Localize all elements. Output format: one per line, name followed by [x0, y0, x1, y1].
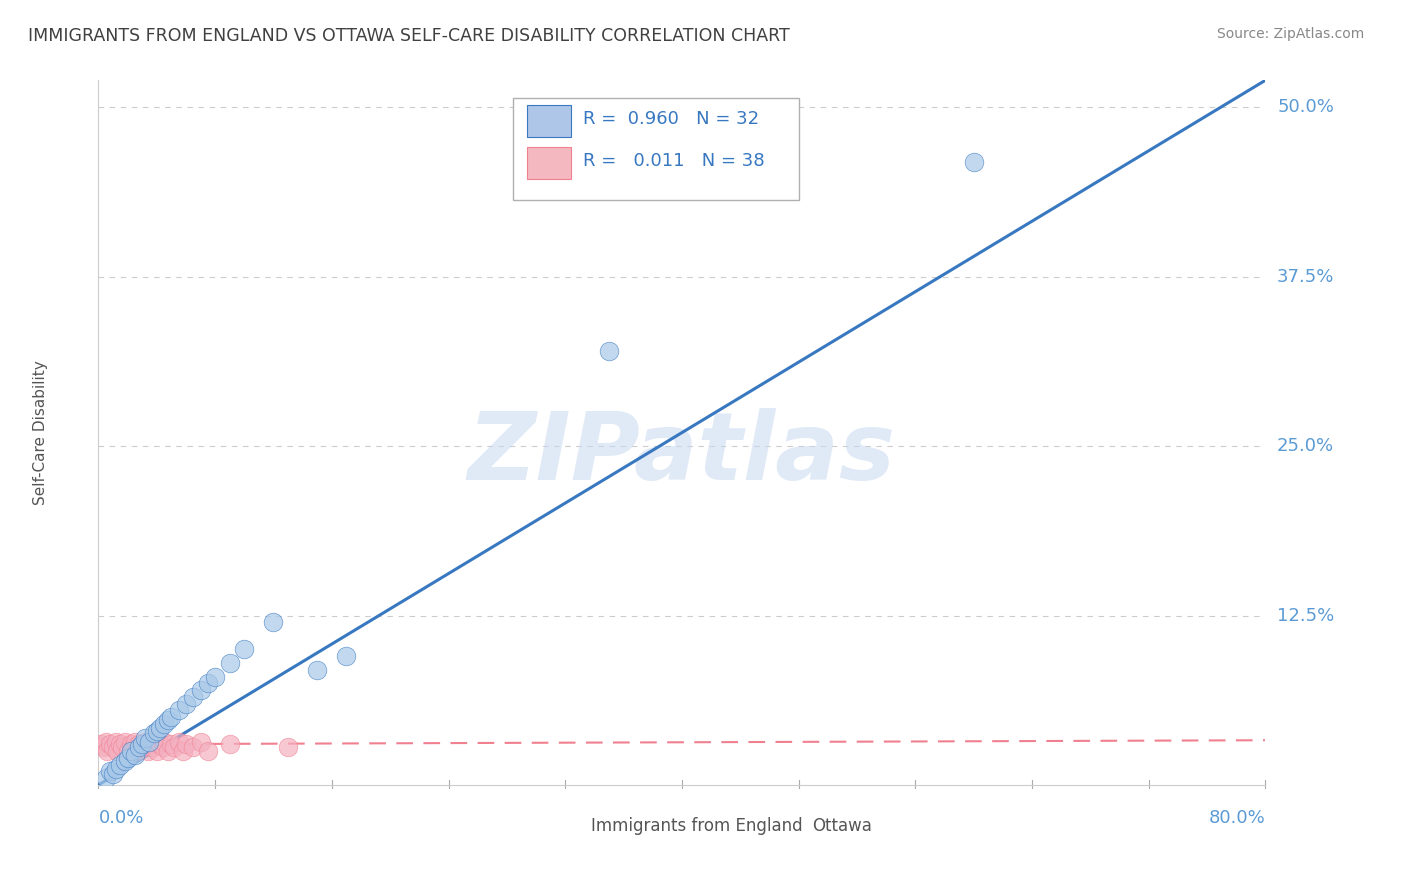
Point [167, 734, 190, 748]
Point [117, 744, 139, 758]
Point [160, 710, 183, 724]
Text: Source: ZipAtlas.com: Source: ZipAtlas.com [1216, 27, 1364, 41]
Point [125, 744, 148, 758]
Point [110, 757, 132, 772]
Point [307, 663, 329, 677]
Text: Self-Care Disability: Self-Care Disability [32, 360, 48, 505]
Point [172, 744, 194, 758]
Point [190, 683, 212, 698]
Text: 12.5%: 12.5% [1277, 607, 1334, 624]
Point [181, 690, 204, 704]
Text: ZIPatlas: ZIPatlas [468, 408, 896, 500]
Point [131, 737, 153, 751]
Point [149, 721, 172, 735]
Text: 50.0%: 50.0% [1277, 98, 1334, 116]
Point [111, 739, 134, 754]
Point [962, 154, 984, 169]
Point [93, 739, 115, 754]
Point [174, 697, 197, 711]
Text: Ottawa: Ottawa [813, 817, 873, 835]
Point [114, 754, 136, 768]
Point [142, 726, 165, 740]
Point [157, 713, 180, 727]
Point [110, 737, 132, 751]
Point [262, 615, 284, 630]
Point [181, 739, 204, 754]
Point [153, 717, 176, 731]
Point [131, 739, 153, 754]
Point [233, 642, 256, 657]
Point [167, 703, 190, 717]
Point [138, 737, 160, 751]
Point [104, 762, 127, 776]
Point [134, 734, 156, 748]
Point [128, 737, 150, 751]
Point [101, 767, 124, 781]
Point [139, 739, 162, 754]
Text: 25.0%: 25.0% [1277, 437, 1334, 455]
FancyBboxPatch shape [527, 147, 571, 179]
Point [136, 744, 159, 758]
Point [105, 744, 128, 758]
Point [96, 744, 118, 758]
Point [197, 676, 219, 690]
Point [117, 751, 139, 765]
Point [149, 737, 172, 751]
Point [174, 737, 197, 751]
Text: IMMIGRANTS FROM ENGLAND VS OTTAWA SELF-CARE DISABILITY CORRELATION CHART: IMMIGRANTS FROM ENGLAND VS OTTAWA SELF-C… [28, 27, 790, 45]
Point [142, 734, 165, 748]
Point [146, 744, 169, 758]
Text: Immigrants from England: Immigrants from England [591, 817, 803, 835]
Text: R =   0.011   N = 38: R = 0.011 N = 38 [582, 153, 765, 170]
Text: 80.0%: 80.0% [1209, 809, 1265, 828]
Point [218, 737, 240, 751]
Point [90, 737, 112, 751]
Point [152, 739, 174, 754]
Point [146, 723, 169, 738]
Point [104, 734, 127, 748]
Point [204, 669, 226, 683]
FancyBboxPatch shape [527, 105, 571, 136]
Point [120, 737, 142, 751]
Point [128, 739, 150, 754]
Point [160, 737, 183, 751]
Point [134, 731, 156, 745]
FancyBboxPatch shape [769, 815, 804, 838]
Point [598, 344, 620, 359]
Point [190, 734, 212, 748]
FancyBboxPatch shape [548, 815, 582, 838]
Point [197, 744, 219, 758]
Point [98, 764, 121, 779]
Point [114, 734, 136, 748]
Text: 37.5%: 37.5% [1277, 268, 1334, 285]
Point [124, 734, 146, 748]
Point [94, 734, 117, 748]
Point [98, 737, 121, 751]
Point [218, 656, 240, 670]
Text: 0.0%: 0.0% [98, 809, 143, 828]
Point [277, 739, 299, 754]
Point [122, 739, 145, 754]
Text: R =  0.960   N = 32: R = 0.960 N = 32 [582, 110, 759, 128]
Point [120, 744, 142, 758]
Point [153, 734, 176, 748]
Point [335, 649, 357, 664]
Point [101, 739, 124, 754]
Point [157, 744, 180, 758]
Point [124, 748, 146, 763]
Point [163, 739, 186, 754]
Point [94, 771, 117, 785]
FancyBboxPatch shape [513, 98, 799, 200]
Point [138, 734, 160, 748]
